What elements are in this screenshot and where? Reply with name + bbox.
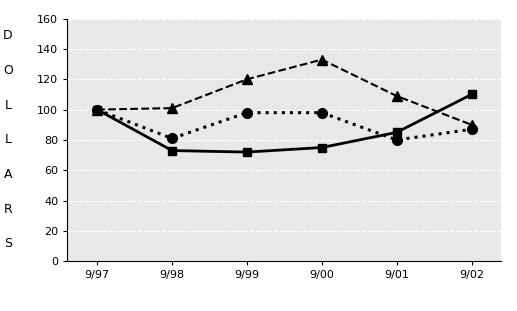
Text: L: L (4, 99, 11, 112)
Text: D: D (3, 30, 12, 43)
Text: R: R (4, 203, 12, 216)
Text: L: L (4, 133, 11, 146)
Text: A: A (4, 168, 12, 181)
Text: O: O (3, 64, 13, 77)
Text: S: S (4, 237, 12, 250)
